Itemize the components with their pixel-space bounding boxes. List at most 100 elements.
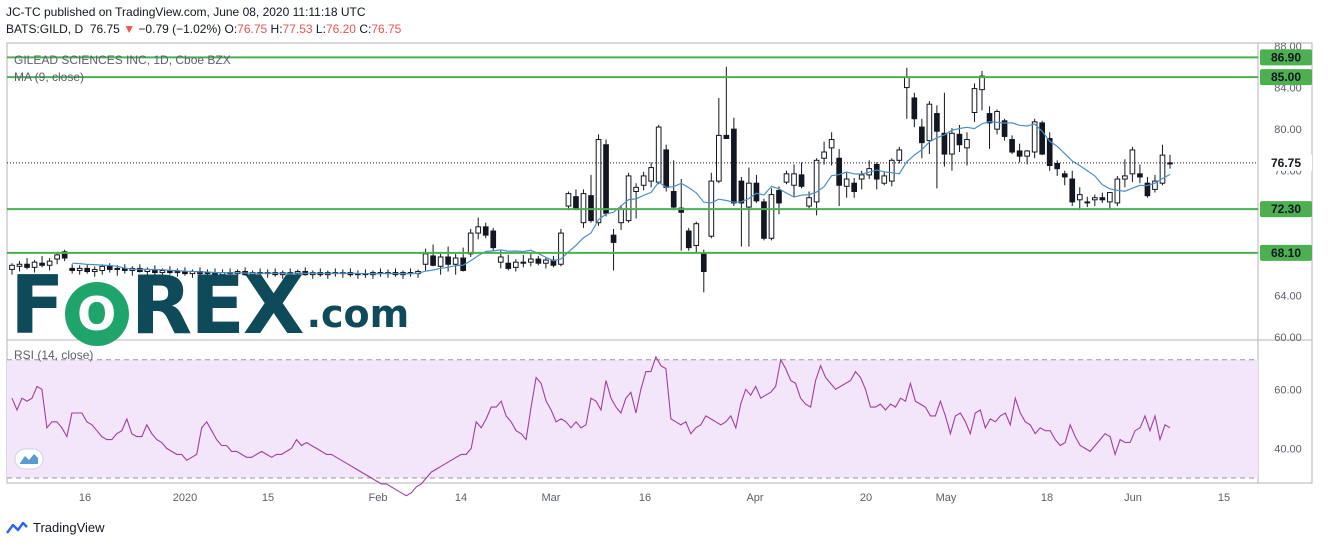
time-axis-label: Mar (542, 492, 561, 504)
candle-body (1039, 122, 1045, 155)
candle-body (1159, 154, 1166, 184)
candle-body (633, 186, 639, 192)
candle-body (610, 234, 617, 243)
change-value: −0.79 (−1.02%) (138, 22, 222, 36)
candle-body (9, 264, 15, 270)
candle-body (1054, 162, 1061, 170)
candle-body (99, 265, 106, 271)
last-value: 76.75 (89, 22, 120, 36)
candle-body (422, 253, 429, 265)
candle-body (467, 232, 474, 255)
chart-frame (6, 42, 1313, 484)
candle-body (806, 197, 812, 207)
rsi-line (11, 355, 1171, 497)
candle-body (873, 163, 880, 180)
candle-body (159, 269, 166, 274)
level-label: 86.90 (1271, 50, 1301, 64)
candle-body (573, 196, 579, 209)
last-price-label: 76.75 (1271, 156, 1301, 170)
watermark-letter-f: F (10, 259, 65, 352)
ma-line (72, 120, 1171, 275)
time-axis-label: Feb (369, 492, 388, 504)
tradingview-footer[interactable]: TradingView (6, 520, 105, 535)
close-value: 76.75 (371, 22, 402, 36)
candle-body (543, 259, 549, 264)
candle-body (497, 256, 504, 263)
price-tick-label: 80.00 (1274, 124, 1302, 136)
candle-body (934, 113, 940, 132)
level-label: 68.10 (1271, 246, 1301, 260)
forex-watermark-logo: F O REX .com (10, 266, 409, 346)
candle-body (84, 267, 91, 273)
candle-body (520, 261, 527, 264)
candle-body (768, 194, 775, 239)
candle-body (1137, 173, 1143, 178)
candle-body (1031, 121, 1038, 153)
rsi-tick-label: 60.00 (1274, 384, 1302, 396)
candle-body (1084, 201, 1091, 204)
candle-body (821, 151, 827, 159)
candle-body (655, 126, 662, 183)
candle-body (881, 175, 888, 184)
open-label: O: (224, 22, 238, 36)
symbol-label: BATS:GILD, D (6, 22, 84, 36)
candle-body (588, 195, 594, 222)
candle-body (580, 193, 587, 224)
candle-body (911, 97, 918, 120)
candle-body (723, 134, 730, 139)
candle-body (31, 261, 38, 268)
candle-body (813, 159, 820, 203)
low-label: L: (315, 22, 326, 36)
candle-body (437, 256, 444, 267)
chart-title: GILEAD SCIENCES INC, 1D, Cboe BZX (14, 53, 231, 67)
time-axis-label: 15 (1218, 492, 1230, 504)
candle-body (1091, 197, 1098, 201)
candle-body (828, 139, 835, 149)
high-value: 77.53 (282, 22, 313, 36)
candle-body (137, 267, 143, 273)
last-price-label-bg (1260, 154, 1312, 171)
candle-body (505, 262, 512, 269)
candle-body (678, 207, 685, 213)
candle-body (1024, 150, 1030, 157)
candle-body (603, 144, 609, 214)
time-axis-label: 2020 (173, 492, 197, 504)
time-axis-label: May (936, 492, 957, 504)
candle-body (700, 253, 707, 273)
time-axis-label: Apr (746, 492, 763, 504)
price-tick-label: 60.00 (1274, 332, 1302, 344)
time-axis-label: 16 (79, 492, 91, 504)
candle-body (625, 175, 632, 222)
open-value: 76.75 (237, 22, 268, 36)
watermark-letters-rex: REX (130, 259, 305, 352)
ohlc-header: BATS:GILD, D 76.75 ▼ −0.79 (−1.02%) O:76… (6, 22, 401, 36)
candle-body (888, 159, 895, 182)
candle-body (670, 191, 677, 208)
rsi-tick-label: 40.00 (1274, 443, 1302, 455)
candle-body (430, 255, 436, 266)
candle-body (738, 180, 745, 204)
candle-body (1016, 150, 1023, 157)
candle-body (512, 261, 519, 268)
candle-body (1046, 137, 1053, 167)
candle-body (174, 271, 181, 274)
watermark-dot-com: .com (306, 292, 410, 336)
candle-body (648, 167, 654, 182)
candle-body (1076, 194, 1083, 201)
level-label: 72.30 (1271, 202, 1301, 216)
candle-body (716, 134, 722, 182)
candle-body (693, 223, 700, 247)
ma-legend: MA (9, close) (14, 70, 84, 84)
candle-body (640, 175, 647, 186)
candle-body (452, 257, 459, 265)
level-label-bg (1260, 244, 1312, 261)
time-axis-label: 18 (1041, 492, 1053, 504)
candle-body (731, 128, 737, 204)
candle-body (949, 132, 955, 155)
down-arrow-icon: ▼ (123, 22, 136, 36)
candle-body (535, 258, 542, 264)
candle-body (475, 226, 482, 234)
candle-body (490, 230, 497, 249)
candle-body (618, 208, 624, 224)
